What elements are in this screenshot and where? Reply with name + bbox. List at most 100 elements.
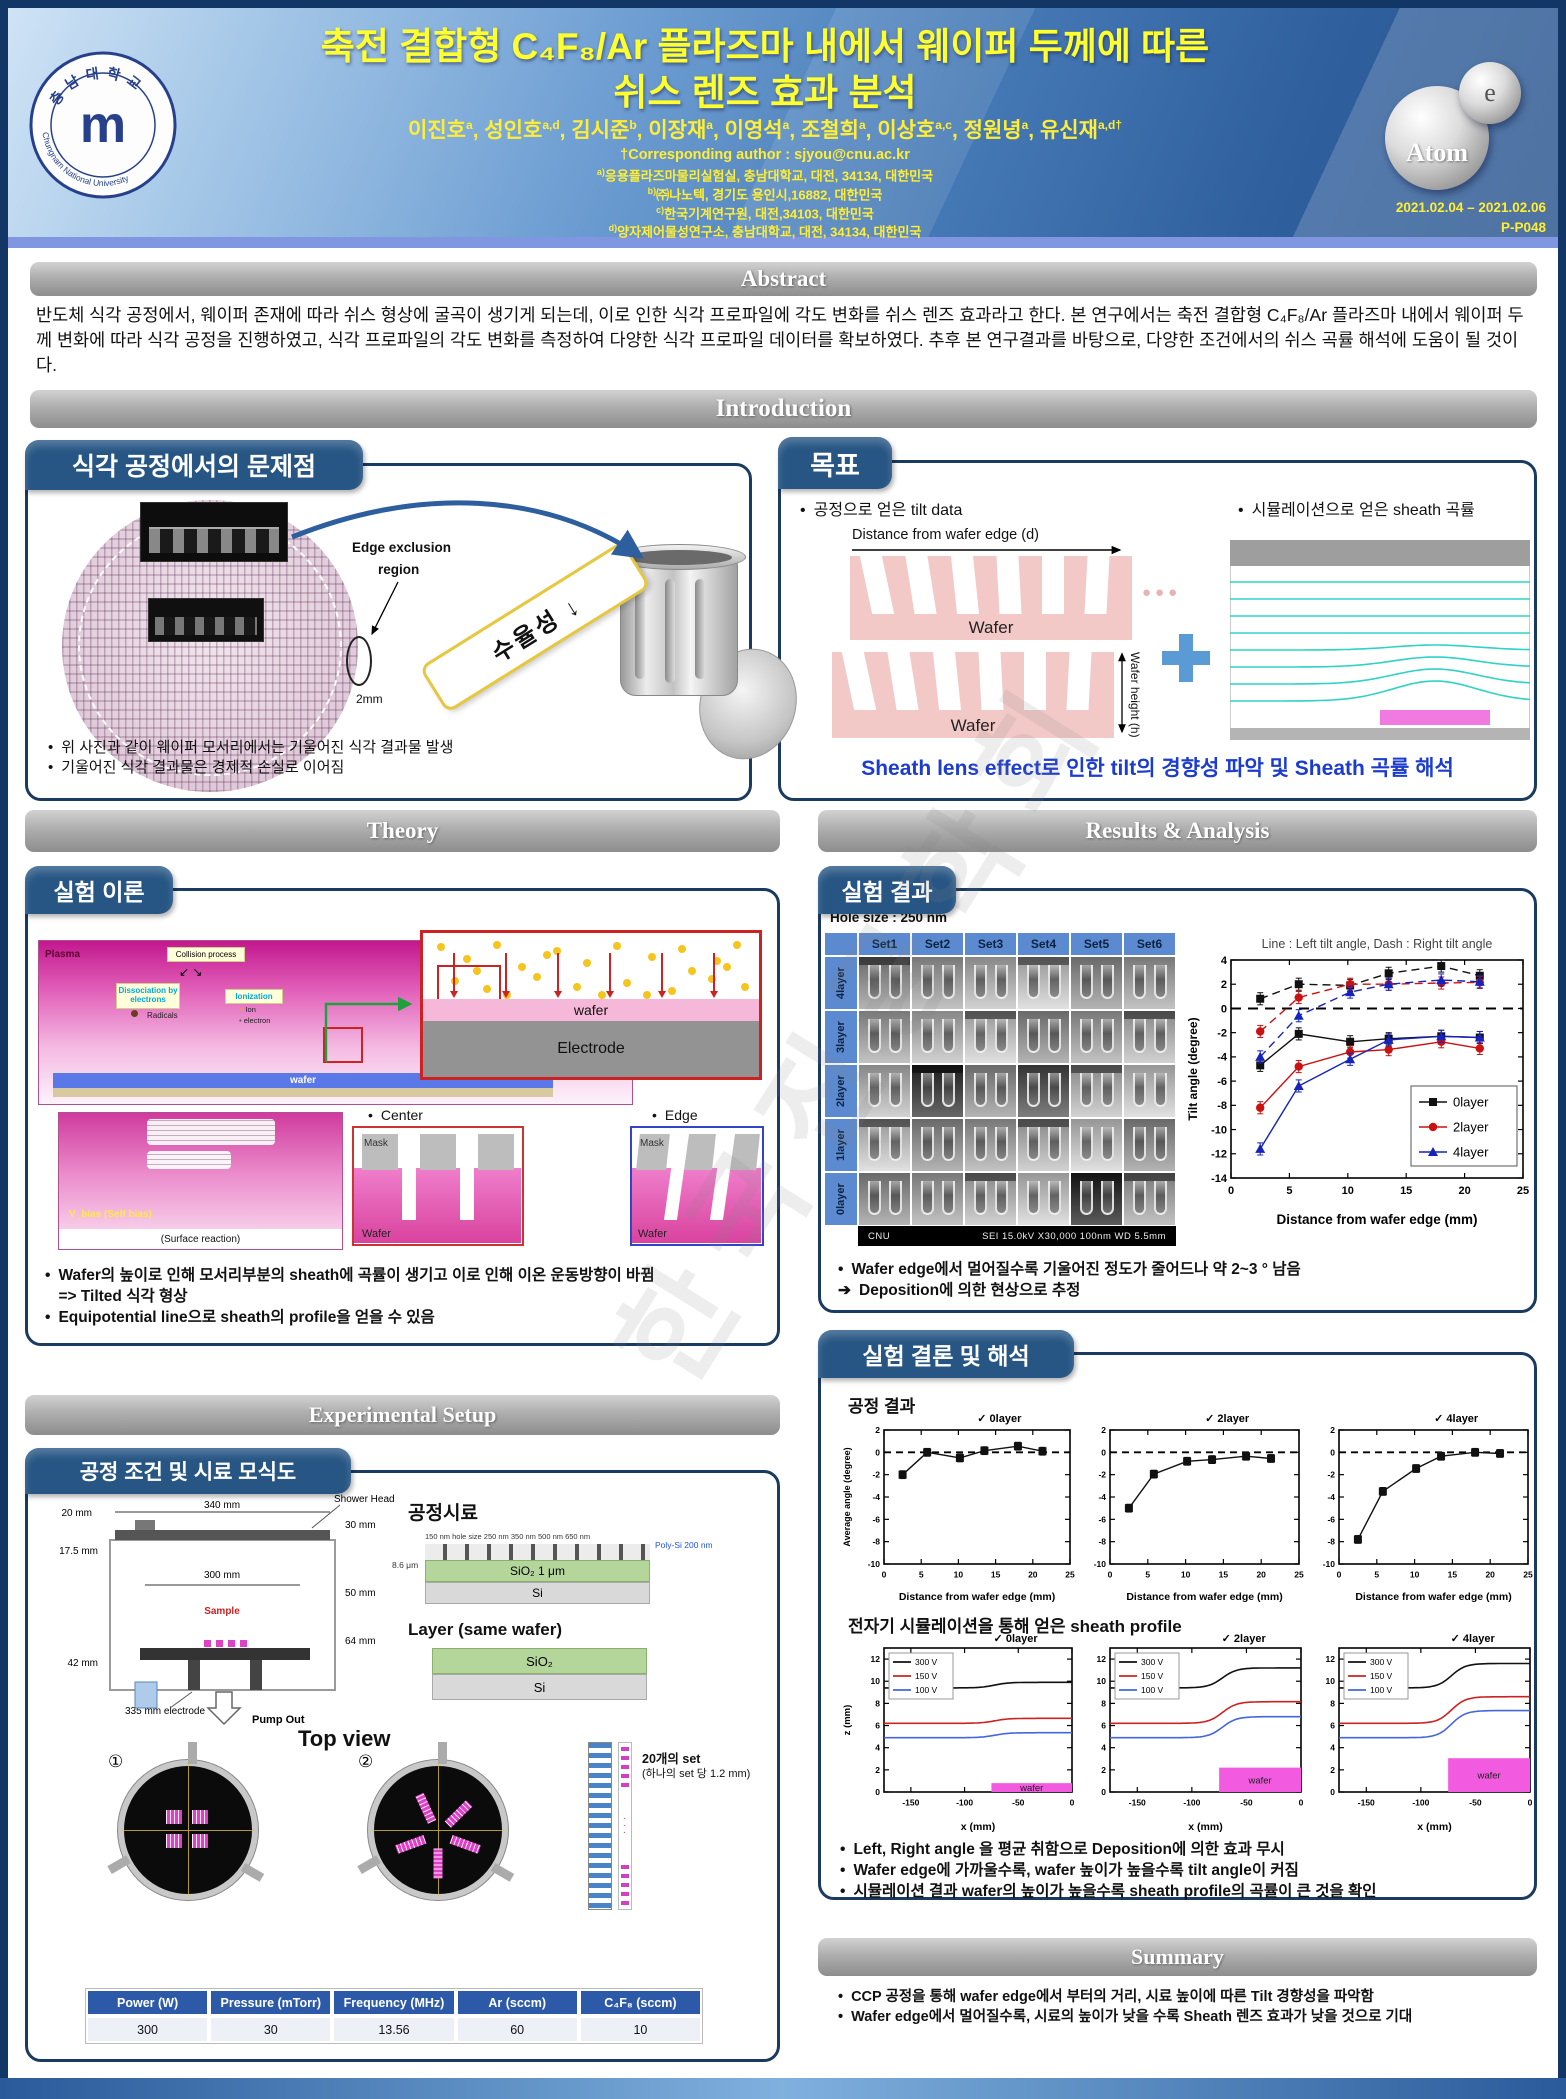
tilt-chart-svg: 0 5 10 15 20 25 -14 -12 -10 -8 -6 -4 -2 0 2 4 Line : Lef… [1186,937,1529,1227]
svg-text:25: 25 [1294,1570,1304,1580]
svg-text:5: 5 [1145,1570,1150,1580]
sem-trench [889,1073,902,1107]
sem-image-cell [911,1172,964,1226]
sem-trench [921,1073,934,1107]
sem-inset-top [140,502,288,562]
sem-image-cell [964,956,1017,1010]
sem-trench [1154,1127,1167,1161]
bullet-line: • 기울어진 식각 결과물은 경제적 손실로 이어짐 [48,759,345,777]
svg-text:100 V: 100 V [915,1685,938,1695]
chamber-svg: 20 mm 340 mm Shower Head 30 mm 17.5 mm 300 mm… [59,1494,395,1726]
svg-text:-150: -150 [1358,1798,1375,1808]
wafer-label: Wafer [362,1228,391,1240]
svg-text:✓ 4layer: ✓ 4layer [1451,1633,1496,1645]
svg-text:10: 10 [1326,1676,1336,1686]
tilt-angle-chart: 0 5 10 15 20 25 -14 -12 -10 -8 -6 -4 -2 0 2 4 Line : Lef… [1184,934,1536,1241]
etch-slot [932,652,962,710]
svg-text:-4: -4 [1217,1052,1228,1064]
svg-text:12: 12 [1097,1654,1107,1664]
svg-text:335 mm electrode: 335 mm electrode [125,1706,205,1717]
svg-text:Average angle (degree): Average angle (degree) [842,1447,852,1546]
sem-trench [1133,1181,1146,1215]
svg-text:15: 15 [991,1570,1001,1580]
svg-text:Sample: Sample [204,1606,240,1617]
poster-title-line1: 축전 결합형 C₄F₈/Ar 플라즈마 내에서 웨이퍼 두께에 따른 [320,26,1210,67]
svg-text:10: 10 [1410,1570,1420,1580]
svg-text:x (mm): x (mm) [961,1821,995,1833]
theory-tab: 실험 이론 [25,866,173,914]
distance-from-wafer-edge-label: Distance from wafer edge (d) [852,527,1039,543]
svg-text:0: 0 [875,1787,880,1797]
sem-trench [1101,1019,1114,1053]
author: 김시준 [571,119,630,142]
sem-trench [1080,1073,1093,1107]
svg-text:Distance from wafer edge (mm): Distance from wafer edge (mm) [899,1591,1055,1603]
sem-trench [995,1127,1008,1161]
sem-trench [1027,965,1040,999]
sem-image-cell [858,1118,911,1172]
sheath-sim-title: 전자기 시뮬레이션을 통해 얻은 sheath profile [848,1617,1182,1636]
svg-text:4: 4 [1330,1743,1335,1753]
sem-col-header: Set3 [964,932,1017,956]
sem-trench [1101,1181,1114,1215]
svg-text:-50: -50 [1012,1798,1025,1808]
svg-text:8: 8 [1330,1698,1335,1708]
sheath-curvature-diagram [1229,539,1531,741]
corresponding-author: †Corresponding author : sjyou@cnu.ac.kr [620,147,910,163]
svg-text:0: 0 [1070,1798,1075,1808]
sem-trench [921,1127,934,1161]
svg-text:-100: -100 [1412,1798,1429,1808]
sem-info-right: SEI 15.0kV X30,000 100nm WD 5.5mm [982,1230,1166,1242]
sem-trench [921,1019,934,1053]
sem-col-header: Set6 [1123,932,1176,956]
plus-icon [1162,634,1210,682]
svg-text:15: 15 [1219,1570,1229,1580]
svg-text:2: 2 [1330,1425,1335,1435]
sem-trench [1133,1127,1146,1161]
author: 성인호 [484,119,543,142]
svg-text:12: 12 [871,1654,881,1664]
sheath-profile-chart-2layer: -150 -100 -50 0 0 2 4 6 8 10 12 ✓ 2layer wafer 300 V 1… [1097,1633,1304,1833]
etch-slot [1042,556,1064,614]
bullet-line: • Wafer edge에서 멀어질수록, 시료의 높이가 낮을 수록 Sheat… [838,2008,1413,2025]
edge-bullet: • Edge [652,1107,698,1123]
sem-image-cell [1017,1118,1070,1172]
svg-text:-4: -4 [1327,1492,1335,1502]
svg-text:-8: -8 [872,1537,880,1547]
svg-text:6: 6 [875,1721,880,1731]
svg-text:20: 20 [1485,1570,1495,1580]
sem-row: 3layer [824,1010,1176,1064]
goal-tab: 목표 [778,437,892,489]
sem-image-cell [1070,956,1123,1010]
average-angle-charts: 0 5 10 15 20 25 -10 -8 -6 -4 -2 0 2 ✓ 0layer Distance … [840,1410,1538,1608]
affiliation-line: c)한국기계연구원, 대전,34103, 대한민국 [656,204,874,221]
sem-info-left: CNU [868,1230,891,1242]
sem-trench [1133,965,1146,999]
sem-trench [1154,1181,1167,1215]
sem-trench [942,1073,955,1107]
sem-trench [1133,1019,1146,1053]
svg-text:0: 0 [1221,1003,1227,1015]
dissociation-label: Dissociation by electrons [116,983,180,1009]
sem-corner [824,932,858,956]
etch-slot [1066,652,1092,710]
svg-text:20: 20 [1028,1570,1038,1580]
sem-trench [1080,1127,1093,1161]
sem-trench [1080,965,1093,999]
sem-trench [1101,1127,1114,1161]
set-note-1: 20개의 set [642,1752,701,1766]
svg-text:2: 2 [1221,979,1227,991]
affiliation-line: a)응용플라즈마물리실험실, 충남대학교, 대전, 34134, 대한민국 [596,167,934,184]
electron-logo-sphere: e [1459,62,1521,124]
etch-slot [859,556,895,614]
radicals-label: Radicals [147,1011,178,1020]
author: 이진호 [408,119,466,142]
setup-tab: 공정 조건 및 시료 모식도 [25,1448,351,1494]
goal-conclusion-text: Sheath lens effect로 인한 tilt의 경향성 파악 및 Sh… [861,757,1454,780]
svg-text:Tilt angle (degree): Tilt angle (degree) [1186,1017,1200,1120]
accent-bar [8,237,1558,248]
svg-text:150 V: 150 V [915,1671,938,1681]
sem-image-cell [911,1118,964,1172]
table-value-cell: 60 [455,2016,579,2043]
table-value-cell: 13.56 [332,2016,456,2043]
